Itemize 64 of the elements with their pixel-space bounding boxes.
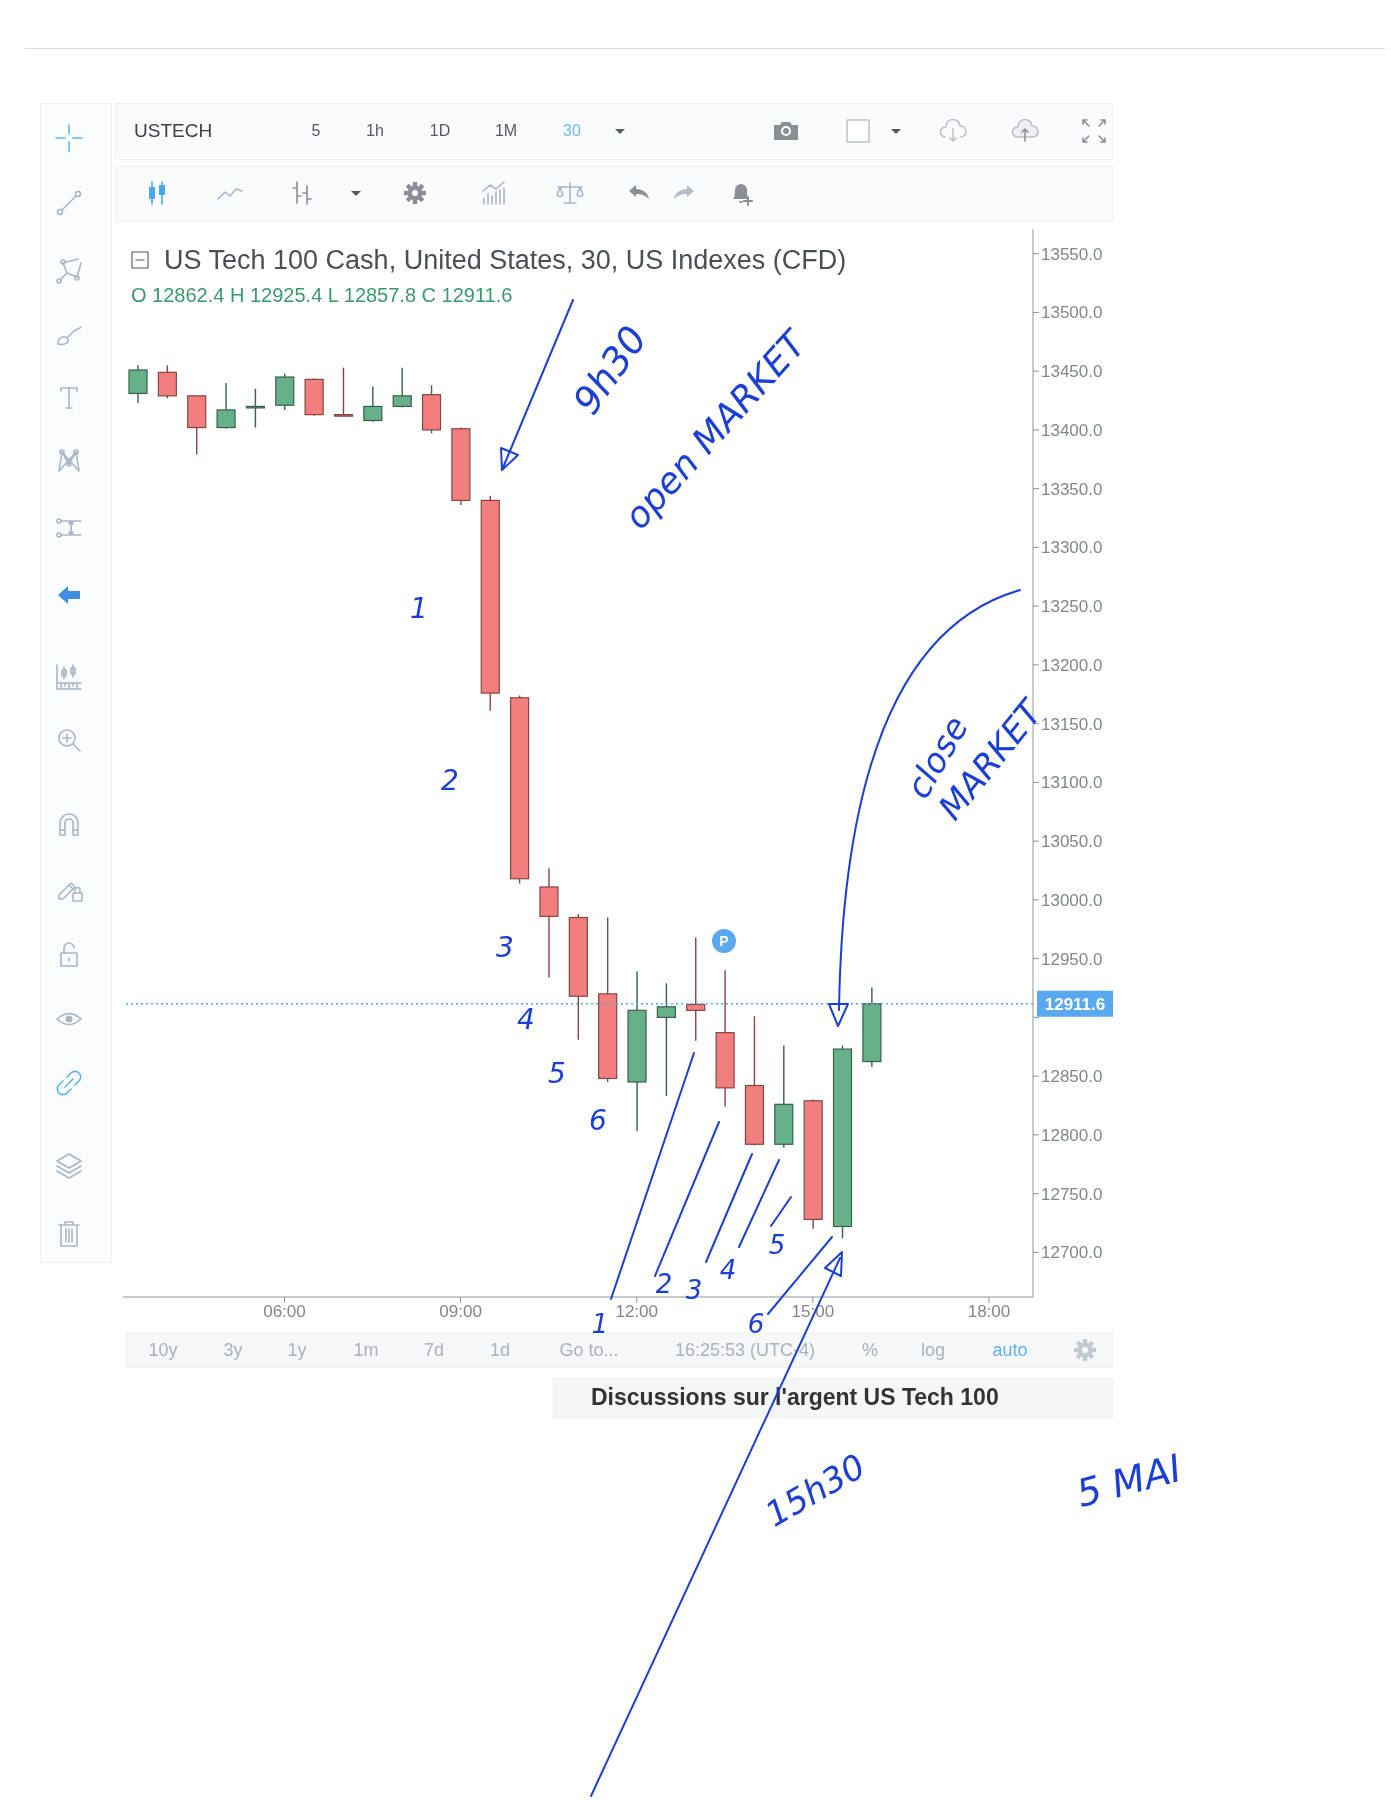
y-tick-label: 12950.0: [1041, 949, 1103, 969]
candlestick: [333, 366, 354, 417]
x-tick-label: 06:00: [263, 1302, 306, 1322]
y-tick-label: 13100.0: [1041, 773, 1103, 793]
y-tick-label: 13300.0: [1041, 538, 1103, 558]
text: 5 MAI: [1071, 1446, 1187, 1516]
y-tick-label: 13550.0: [1041, 244, 1103, 264]
y-tick-label: 13350.0: [1041, 479, 1103, 499]
text: 3y: [223, 1339, 243, 1361]
annotation: 5: [548, 1056, 566, 1090]
text: 1: [591, 1309, 609, 1339]
annotation: 2: [441, 763, 459, 797]
candlestick: [245, 388, 266, 429]
y-tick-label: 13250.0: [1041, 597, 1103, 617]
text: 1D: [429, 121, 451, 141]
annotation: 4: [719, 1255, 737, 1285]
text: 10y: [148, 1339, 178, 1361]
annotation: 1: [410, 591, 428, 625]
y-tick-label: 12700.0: [1041, 1243, 1103, 1263]
text: Discussions sur l'argent US Tech 100: [591, 1384, 999, 1410]
text: 1m: [353, 1339, 379, 1361]
candlestick: [216, 382, 236, 430]
candlestick: [157, 364, 177, 399]
annotation: 3: [685, 1275, 703, 1305]
candlestick: [128, 364, 148, 404]
text: 1y: [287, 1339, 307, 1361]
annotation: 6: [589, 1103, 607, 1137]
y-tick-label: 13050.0: [1041, 832, 1103, 852]
text: log: [920, 1339, 946, 1361]
text: Go to...: [559, 1339, 619, 1361]
candlestick: [686, 936, 706, 1042]
text: 1M: [494, 121, 518, 141]
y-tick-label: 13000.0: [1041, 890, 1103, 910]
annotation: 3: [496, 930, 514, 964]
y-tick-label: 13400.0: [1041, 420, 1103, 440]
y-tick-label: 13150.0: [1041, 714, 1103, 734]
annotation: 4: [517, 1002, 535, 1036]
text: 1h: [366, 121, 384, 141]
y-tick-label: 12750.0: [1041, 1184, 1103, 1204]
annotation: 2: [655, 1269, 673, 1299]
y-tick-label: 13200.0: [1041, 655, 1103, 675]
x-tick-label: 09:00: [439, 1302, 482, 1322]
y-tick-label: 13450.0: [1041, 362, 1103, 382]
text: USTECH: [134, 120, 213, 142]
text: 7d: [423, 1339, 445, 1361]
candlestick: [392, 366, 412, 409]
annotation: 5: [768, 1230, 786, 1260]
text: auto: [992, 1339, 1028, 1361]
x-tick-label: 12:00: [615, 1302, 658, 1322]
text: 6: [747, 1309, 765, 1339]
candlestick: [656, 982, 676, 1097]
text: 5: [311, 121, 321, 141]
x-tick-label: 18:00: [967, 1302, 1011, 1322]
y-tick-label: 13500.0: [1041, 303, 1103, 323]
text: 1d: [489, 1339, 511, 1361]
text: 30: [563, 121, 581, 141]
text: %: [861, 1339, 879, 1361]
annotation: P: [719, 933, 729, 949]
ref-line-label: 12911.6: [1044, 994, 1106, 1014]
text: US Tech 100 Cash, United States, 30, US Indexes (CFD): [164, 244, 847, 276]
y-tick-label: 12850.0: [1041, 1067, 1103, 1087]
text: O 12862.4 H 12925.4 L 12857.8 C 12911.6: [131, 283, 513, 307]
candlestick: [363, 385, 383, 423]
y-tick-label: 12800.0: [1041, 1125, 1103, 1145]
